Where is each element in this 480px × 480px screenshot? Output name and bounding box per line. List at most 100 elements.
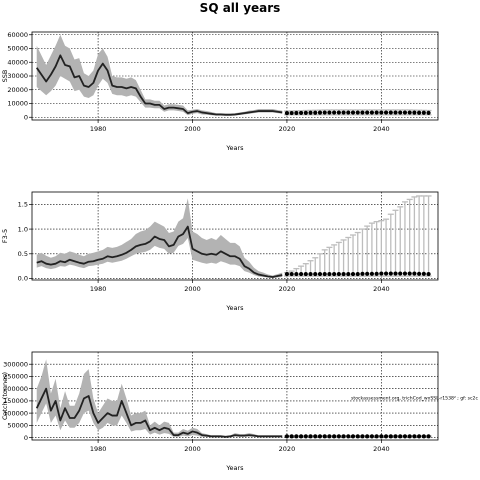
x-tick-label: 2040	[373, 445, 390, 453]
y-tick-label: 200000	[3, 385, 28, 393]
projection-point	[417, 271, 422, 276]
projection-point	[407, 110, 412, 115]
projection-point	[383, 271, 389, 276]
projection-point	[412, 110, 417, 115]
projection-point	[284, 111, 290, 116]
y-tick-label: 100000	[3, 409, 28, 417]
projection-point	[383, 434, 389, 439]
projection-point	[322, 110, 327, 115]
projection-point	[313, 271, 318, 277]
projection-point	[374, 271, 379, 276]
y-tick-label: 0	[24, 434, 28, 442]
projection-point	[393, 434, 398, 439]
projection-point	[417, 110, 422, 115]
y-tick-label: 40000	[7, 58, 28, 66]
projection-point	[332, 110, 337, 115]
series-line	[36, 225, 283, 278]
annotation-text: stockassessment.org, trichCod_wxSSL-r153…	[351, 396, 478, 402]
projection-point	[332, 271, 337, 277]
projection-point	[402, 110, 408, 115]
x-tick-label: 1980	[90, 125, 107, 133]
projection-point	[417, 434, 422, 439]
projection-point	[289, 271, 294, 277]
projection-point	[346, 271, 351, 277]
projection-point	[327, 434, 332, 439]
projection-point	[298, 434, 304, 439]
projection-point	[369, 271, 375, 276]
projection-point	[374, 110, 379, 115]
projection-point	[388, 110, 393, 115]
projection-point	[294, 271, 299, 277]
projection-point	[379, 110, 384, 115]
x-tick-label: 2020	[279, 125, 296, 133]
y-tick-label: 20000	[7, 86, 28, 94]
projection-point	[327, 110, 332, 115]
x-axis-label: Years	[225, 464, 244, 472]
projection-point	[360, 434, 365, 439]
projection-point	[289, 434, 294, 439]
y-axis-label: SSB	[1, 70, 9, 83]
projection-point	[303, 271, 308, 277]
y-tick-label: 250000	[3, 373, 28, 381]
series-line	[35, 54, 283, 116]
panel-ssb: 1980 2000 2020 2040 0 10000 20000 30000 40000 500…	[1, 31, 439, 152]
projection-point	[426, 434, 431, 439]
projection-point	[341, 434, 346, 439]
axes-frame	[31, 351, 439, 441]
y-axis-label: Catch (tonnes)	[1, 372, 9, 420]
x-tick-label: 2040	[373, 285, 390, 293]
projection-point	[308, 434, 313, 439]
projection-point	[398, 110, 403, 115]
x-tick-label: 2000	[184, 125, 201, 133]
projection-point	[407, 434, 412, 439]
projection-point	[398, 271, 403, 276]
projection-point	[308, 110, 313, 115]
projection-point	[412, 271, 417, 276]
projection-point	[393, 271, 398, 276]
projection-point	[346, 434, 351, 439]
panel-catch: 1980 2000 2020 2040 0 50000 100000 150000 200000…	[1, 351, 478, 472]
projection-point	[313, 434, 318, 439]
projection-point	[426, 110, 431, 115]
y-tick-label: 0.0	[18, 275, 28, 283]
projection-point	[379, 271, 384, 276]
projection-point	[421, 434, 426, 439]
projection-point	[369, 110, 375, 115]
y-tick-label: 10000	[7, 100, 28, 108]
projection-point	[350, 434, 356, 439]
x-tick-label: 2040	[373, 125, 390, 133]
projection-point	[383, 110, 389, 115]
projection-point	[313, 110, 318, 115]
projection-point	[303, 110, 308, 115]
x-tick-label: 1980	[90, 285, 107, 293]
projection-point	[426, 271, 431, 277]
projection-point	[421, 271, 426, 276]
x-axis-label: Years	[225, 304, 244, 312]
projection-point	[402, 434, 408, 439]
projection-point	[336, 434, 341, 439]
projection-point	[365, 271, 370, 276]
projection-point	[341, 271, 346, 277]
projection-point	[317, 271, 323, 277]
panel-f: 1980 2000 2020 2040 0.0 0.5 1.0 1.5 Years F3-5	[1, 191, 439, 312]
projection-point	[308, 271, 313, 277]
x-tick-label: 2000	[184, 285, 201, 293]
projection-point	[341, 110, 346, 115]
projection-point	[355, 110, 360, 115]
x-tick-label: 1980	[90, 445, 107, 453]
confidence-band	[36, 359, 283, 438]
projection-point	[284, 271, 290, 277]
y-tick-label: 0.5	[18, 250, 28, 258]
projection-point	[355, 271, 360, 277]
axes-frame	[31, 191, 439, 281]
projection-point	[322, 271, 327, 277]
x-tick-label: 2000	[184, 445, 201, 453]
y-tick-label: 30000	[7, 72, 28, 80]
projection-point	[402, 271, 408, 276]
y-tick-label: 50000	[7, 45, 28, 53]
projection-point	[365, 434, 370, 439]
projection-point	[369, 434, 375, 439]
projection-point	[374, 434, 379, 439]
projection-point	[317, 110, 323, 115]
